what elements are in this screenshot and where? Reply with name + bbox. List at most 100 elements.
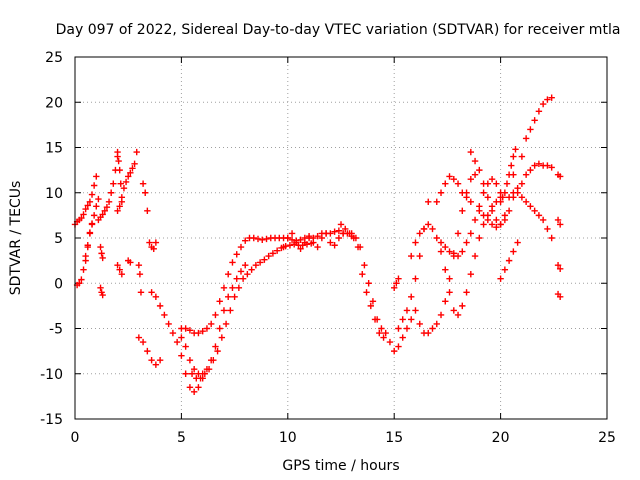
data-point bbox=[114, 261, 121, 269]
data-point bbox=[433, 234, 440, 242]
data-point bbox=[454, 230, 462, 237]
data-point bbox=[131, 160, 138, 167]
data-point bbox=[429, 225, 436, 233]
data-point bbox=[480, 212, 487, 219]
series-arc-01 bbox=[71, 173, 100, 228]
x-tick-label: 0 bbox=[71, 430, 80, 446]
data-point bbox=[497, 198, 504, 205]
data-point bbox=[376, 329, 383, 337]
data-point bbox=[125, 173, 132, 180]
data-point bbox=[433, 198, 440, 205]
y-tick-label: 10 bbox=[45, 186, 63, 202]
data-point bbox=[156, 356, 164, 364]
data-point bbox=[437, 311, 445, 319]
data-point bbox=[322, 230, 330, 237]
data-point bbox=[510, 248, 517, 255]
data-point bbox=[442, 266, 449, 273]
data-point bbox=[186, 384, 194, 391]
data-point bbox=[265, 252, 272, 260]
y-tick-label: 5 bbox=[54, 231, 63, 247]
series-arc-35 bbox=[554, 171, 564, 180]
data-point bbox=[229, 259, 236, 266]
data-point bbox=[535, 108, 543, 115]
data-point bbox=[359, 271, 366, 278]
data-point bbox=[110, 180, 117, 187]
data-point bbox=[148, 356, 155, 364]
data-point bbox=[425, 198, 432, 205]
data-point bbox=[90, 212, 98, 219]
data-point bbox=[446, 173, 453, 180]
data-point bbox=[269, 250, 277, 257]
data-point bbox=[527, 203, 534, 210]
y-tick-label: 20 bbox=[45, 95, 63, 111]
data-point bbox=[408, 252, 415, 260]
series-arc-07 bbox=[114, 148, 126, 205]
data-point bbox=[503, 180, 511, 187]
data-point bbox=[137, 289, 145, 296]
data-point bbox=[480, 221, 487, 228]
y-tick-label: 15 bbox=[45, 141, 63, 157]
series-arc-11 bbox=[135, 261, 145, 296]
series-arc-21 bbox=[348, 230, 415, 355]
y-tick-label: -10 bbox=[40, 367, 63, 383]
data-point bbox=[522, 135, 530, 142]
data-point bbox=[105, 198, 113, 205]
data-point bbox=[190, 388, 198, 396]
data-point bbox=[129, 165, 136, 172]
data-point bbox=[115, 157, 122, 165]
data-point bbox=[467, 230, 475, 237]
data-point bbox=[416, 252, 423, 260]
data-point bbox=[442, 298, 449, 305]
data-point bbox=[156, 302, 164, 310]
series-arc-29 bbox=[476, 171, 517, 231]
data-point bbox=[476, 166, 483, 174]
series-arc-26 bbox=[433, 173, 475, 205]
data-point bbox=[554, 261, 562, 269]
data-point bbox=[488, 207, 496, 215]
data-point bbox=[218, 334, 226, 341]
data-point bbox=[288, 230, 296, 237]
data-point bbox=[135, 261, 143, 269]
series-arc-04 bbox=[95, 153, 121, 224]
data-point bbox=[488, 175, 496, 183]
data-point bbox=[450, 307, 457, 314]
data-point bbox=[136, 271, 144, 278]
data-point bbox=[510, 153, 517, 160]
data-point bbox=[99, 254, 106, 262]
data-point bbox=[301, 239, 309, 246]
data-point bbox=[476, 234, 483, 242]
data-point bbox=[527, 126, 534, 133]
x-tick-label: 15 bbox=[385, 430, 403, 446]
data-point bbox=[512, 146, 519, 153]
data-point bbox=[476, 207, 483, 215]
data-point bbox=[399, 316, 406, 323]
data-point bbox=[142, 189, 149, 196]
data-point bbox=[480, 180, 487, 187]
data-point bbox=[531, 207, 538, 215]
data-point bbox=[395, 325, 402, 332]
data-point bbox=[342, 225, 349, 233]
series-arc-30 bbox=[497, 146, 519, 205]
data-point bbox=[161, 311, 168, 319]
data-point bbox=[356, 243, 364, 251]
data-point bbox=[318, 234, 326, 242]
data-point bbox=[514, 189, 521, 196]
data-point bbox=[471, 171, 479, 178]
series-arc-15 bbox=[148, 289, 206, 396]
data-point bbox=[152, 361, 160, 368]
data-point bbox=[493, 223, 500, 231]
data-point bbox=[188, 370, 196, 377]
series-arc-08 bbox=[114, 148, 140, 215]
data-point bbox=[416, 320, 423, 328]
data-point bbox=[86, 198, 94, 205]
data-point bbox=[118, 194, 126, 201]
data-point bbox=[173, 338, 181, 346]
data-point bbox=[339, 230, 347, 237]
data-point bbox=[522, 198, 530, 205]
data-point bbox=[484, 194, 492, 201]
data-point bbox=[101, 207, 108, 215]
data-point bbox=[84, 242, 91, 249]
data-point bbox=[505, 207, 513, 215]
data-point bbox=[361, 261, 368, 269]
